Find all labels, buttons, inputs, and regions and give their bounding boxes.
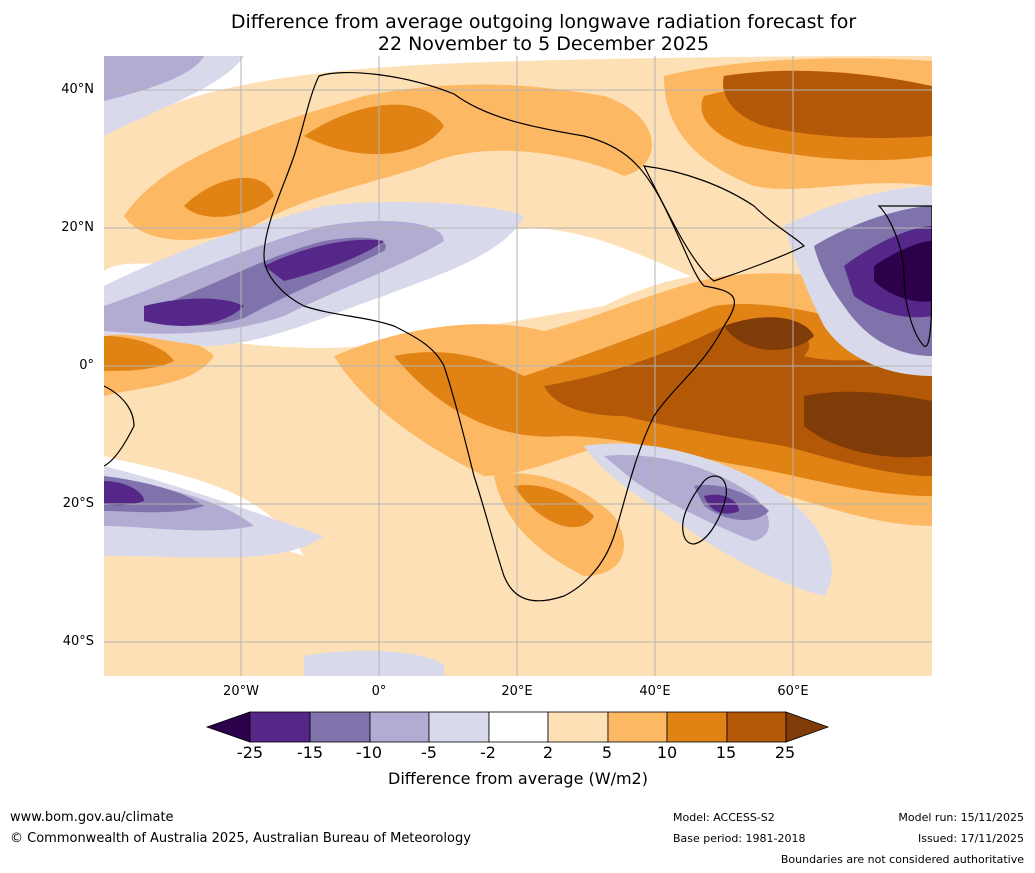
colorbar-tick: -2 [480,743,496,762]
footer-copyright: © Commonwealth of Australia 2025, Austra… [10,831,471,846]
anomaly-region-dark-orange-south [514,485,594,528]
anomaly-region-deep-purple-west [264,239,384,281]
anomaly-region-deep-purple-sw [104,481,144,506]
anomaly-region-violet-madagascar [604,455,769,541]
colorbar-bin [666,711,728,743]
map-title-line-1: Difference from average outgoing longwav… [230,11,857,33]
colorbar-bin [488,711,549,743]
colorbar-bin [726,711,787,743]
colorbar-tick: 25 [774,743,796,762]
lat-label-40n: 40°N [61,82,94,97]
colorbar-extend-high [785,711,830,743]
anomaly-region-deep-brown-se [804,391,932,458]
lon-label-20w: 20°W [223,684,259,699]
colorbar-tick: 15 [715,743,737,762]
india-coastline [877,205,932,347]
africa-coastline [263,72,735,602]
footer-url[interactable]: www.bom.gov.au/climate [10,810,174,825]
colorbar-bin [547,711,609,743]
colorbar-label: Difference from average (W/m2) [388,769,648,788]
anomaly-region-lilac-south [304,650,444,676]
lat-label-equator: 0° [79,358,94,373]
lon-label-20e: 20°E [501,684,533,699]
colorbar-tick: 5 [601,743,613,762]
colorbar-tick: 10 [656,743,678,762]
colorbar-bin [369,711,430,743]
anomaly-region-dark-orange-n2 [304,104,444,155]
arabia-coastline [642,165,806,282]
footer-disclaimer: Boundaries are not considered authoritat… [780,853,1024,866]
colorbar-bin [309,711,371,743]
colorbar-bin [607,711,668,743]
colorbar [205,711,830,743]
anomaly-region-darkest-purple-ne-ocean [874,241,932,302]
lat-label-20n: 20°N [61,220,94,235]
anomaly-region-deep-brown-east [724,317,814,350]
colorbar-bin [428,711,490,743]
colorbar-tick: -15 [296,743,324,762]
footer-model: Model: ACCESS-S2 [673,811,775,824]
anomaly-region-dark-orange-west [104,336,174,371]
anomaly-region-deep-purple-west-2 [144,298,244,326]
colorbar-tick: -25 [236,743,264,762]
footer-issued: Issued: 17/11/2025 [917,832,1024,845]
anomaly-region-dark-orange-north [184,177,274,217]
lat-label-20s: 20°S [62,496,94,511]
lat-label-40s: 40°S [62,634,94,649]
forecast-map [104,56,932,676]
anomaly-region-brown-ne [723,70,932,138]
lon-label-60e: 60°E [777,684,809,699]
colorbar-tick: 2 [542,743,554,762]
colorbar-bin [249,711,311,743]
colorbar-tick: -5 [421,743,437,762]
south-america-coastline [104,385,135,467]
madagascar-coastline [682,475,727,545]
colorbar-tick: -10 [355,743,383,762]
footer-base-period: Base period: 1981-2018 [673,832,806,845]
lon-label-0: 0° [371,684,387,699]
colorbar-extend-low [205,711,251,743]
footer-model-run: Model run: 15/11/2025 [898,811,1024,824]
map-gridlines [104,56,932,676]
map-title-line-2: 22 November to 5 December 2025 [377,33,710,55]
lon-label-40e: 40°E [639,684,671,699]
